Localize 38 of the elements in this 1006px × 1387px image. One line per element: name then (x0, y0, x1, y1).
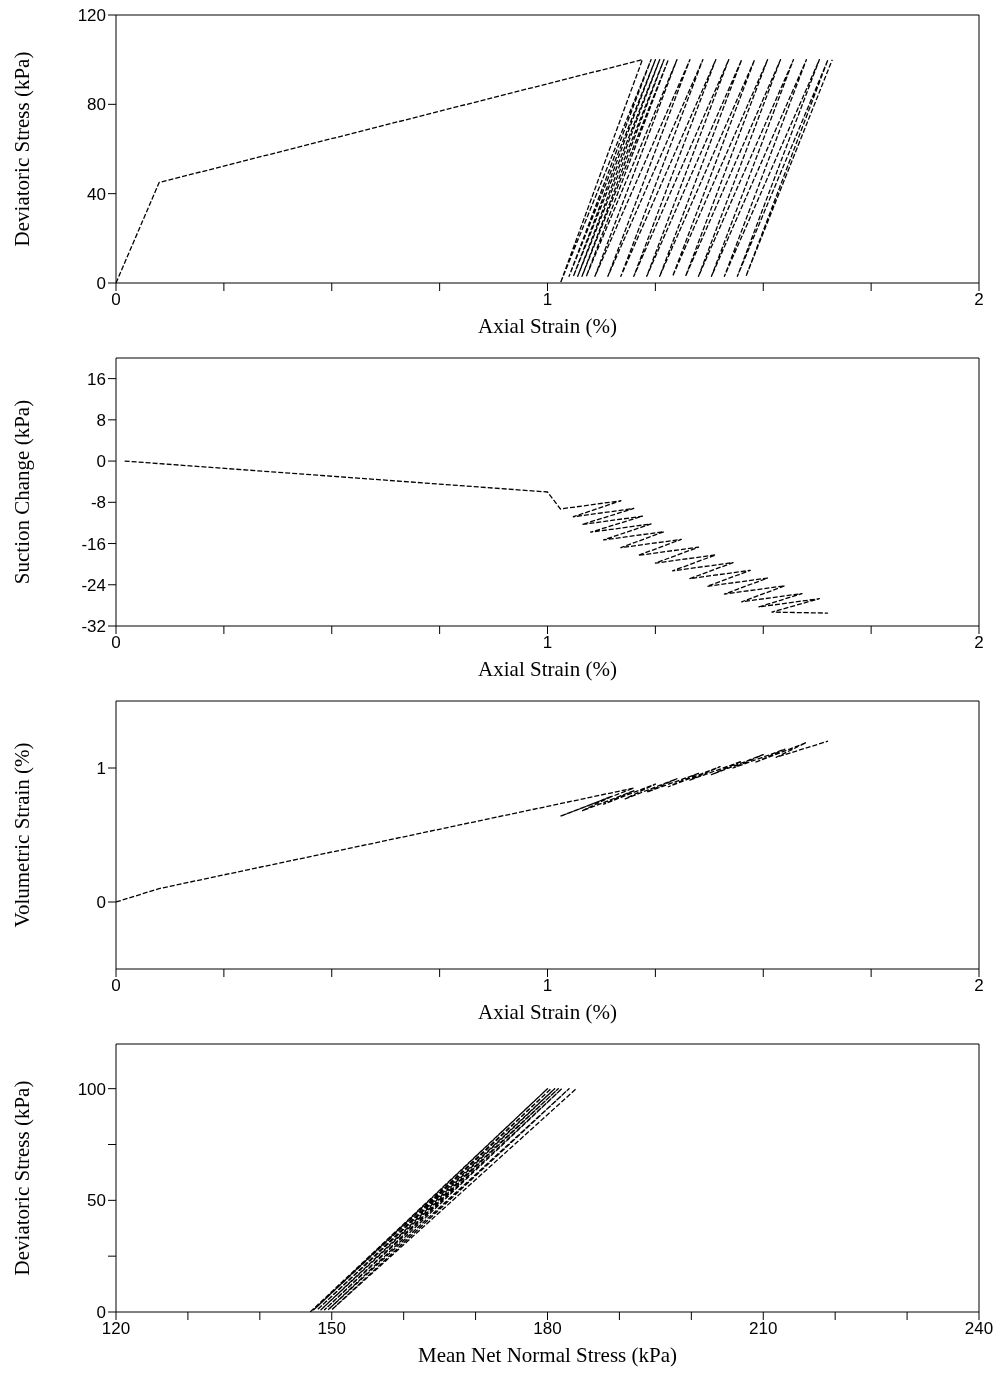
x-tick-label: 0 (111, 290, 121, 310)
y-tick-label: 0 (96, 1303, 106, 1323)
x-tick-label: 240 (964, 1319, 994, 1339)
x-tick-label: 210 (749, 1319, 778, 1339)
x-axis-title: Mean Net Normal Stress (kPa) (418, 1343, 677, 1367)
y-axis-title: Deviatoric Stress (kPa) (10, 51, 35, 247)
x-tick-label: 1 (542, 633, 553, 653)
x-tick-label: 2 (974, 290, 984, 310)
y-tick-label: 100 (77, 1079, 106, 1099)
x-axis-title: Axial Strain (%) (478, 1000, 617, 1024)
line-series (123, 460, 829, 614)
y-axis-title: Volumetric Strain (%) (10, 742, 35, 928)
y-tick-label: 8 (96, 410, 106, 430)
x-axis-title: Axial Strain (%) (478, 657, 617, 681)
y-tick-label: 50 (87, 1191, 106, 1211)
x-tick-label: 1 (542, 976, 553, 996)
y-tick-label: -16 (81, 534, 106, 554)
y-tick-label: -24 (81, 575, 106, 595)
x-tick-label: 150 (317, 1319, 346, 1339)
x-tick-label: 2 (974, 633, 984, 653)
y-tick-label: -32 (81, 617, 106, 637)
y-tick-label: 0 (96, 274, 106, 294)
y-tick-label: 0 (96, 893, 106, 913)
y-tick-label: 40 (87, 184, 106, 204)
x-axis-title: Axial Strain (%) (478, 314, 617, 338)
y-tick-label: 0 (96, 452, 106, 472)
x-tick-label: 180 (533, 1319, 562, 1339)
y-axis-title: Deviatoric Stress (kPa) (10, 1080, 35, 1276)
x-tick-label: 2 (974, 976, 984, 996)
y-tick-label: 120 (77, 6, 106, 26)
y-tick-label: 80 (87, 95, 106, 115)
y-axis-title: Suction Change (kPa) (10, 399, 35, 585)
y-tick-label: 16 (87, 369, 106, 389)
x-tick-label: 0 (111, 633, 121, 653)
y-tick-label: -8 (90, 493, 106, 513)
x-tick-label: 1 (542, 290, 553, 310)
x-tick-label: 0 (111, 976, 121, 996)
y-tick-label: 1 (96, 759, 106, 779)
